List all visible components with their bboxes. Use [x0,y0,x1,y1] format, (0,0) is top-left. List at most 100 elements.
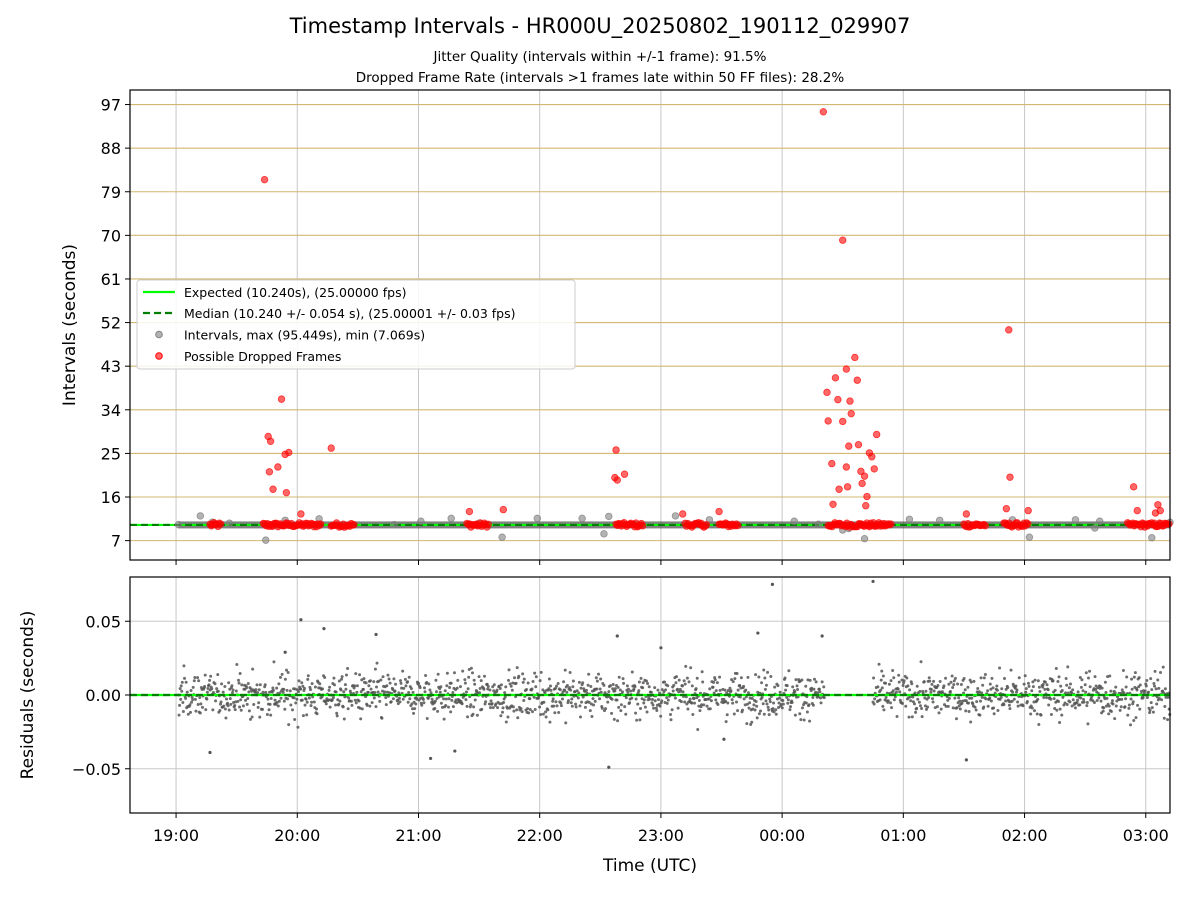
residual-point [406,680,410,684]
residual-point [950,674,954,678]
residual-point [260,707,264,711]
residual-point [532,695,536,699]
residual-point [386,673,390,677]
residual-point [995,688,999,692]
residual-point [613,689,617,693]
residual-point [670,708,674,712]
residual-point [350,703,354,707]
residual-point [778,690,782,694]
residual-point [769,675,773,679]
residual-point [1146,690,1150,694]
top-ytick-label-9: 88 [101,139,121,158]
residual-point [619,709,623,713]
residual-point [908,695,912,699]
residual-point [822,685,826,689]
residual-point [277,699,281,703]
residual-point [764,699,768,703]
residual-point [1075,701,1079,705]
residual-point [410,702,414,706]
residual-point [947,696,951,700]
residual-point [931,700,935,704]
residual-point [971,702,975,706]
residual-point [698,709,702,713]
residual-point [208,678,212,682]
residual-point [184,696,188,700]
residual-point [233,708,237,712]
legend-box [136,279,576,370]
residual-point [1086,676,1090,680]
residual-point [357,699,361,703]
residual-point [189,688,193,692]
residual-point [912,702,916,706]
residual-point [429,691,433,695]
residual-point [936,683,940,687]
residual-point [361,687,365,691]
residual-point [896,687,900,691]
residual-point [451,691,455,694]
residual-point [320,687,324,691]
residual-point [908,688,912,692]
residual-point [349,699,353,703]
residual-point [1031,685,1035,689]
residual-point [607,690,611,694]
residual-point [460,702,464,706]
residual-point [394,682,398,686]
residual-point [786,701,790,705]
residual-point [191,685,195,689]
residual-point [488,706,492,710]
residual-point [960,701,964,705]
dropped-frame-point [327,444,335,452]
residual-point [1079,696,1083,700]
residual-point [218,709,222,713]
residual-outlier-point [659,646,663,650]
residual-point [578,704,582,708]
residual-point [422,701,426,705]
residual-point [381,675,385,679]
residual-point [1122,691,1126,695]
residual-point [904,704,908,708]
legend-intervals-label: Intervals, max (95.449s), min (7.069s) [184,328,425,343]
residual-point [238,705,242,709]
residual-point [1108,674,1112,678]
residual-point [484,700,488,704]
interval-point [935,516,944,524]
residual-point [731,701,735,705]
residual-point [1078,703,1082,707]
residual-point [969,680,973,684]
residual-point [1046,688,1050,692]
residual-point [818,690,822,694]
residual-point [1092,701,1096,705]
residual-point [880,686,884,690]
residual-point [890,706,894,710]
residual-point [992,712,996,716]
residual-point [766,670,770,674]
residual-point [646,682,650,686]
residual-point [301,684,305,688]
residual-point [654,706,658,710]
residual-point [946,704,950,708]
residual-point [286,697,290,701]
residual-point [583,705,587,709]
dropped-frame-point [316,520,325,528]
residual-point [199,702,203,706]
residual-point [328,705,332,709]
dropped-frame-point [839,417,847,426]
residual-point [772,701,776,705]
residual-point [542,700,546,704]
interval-point [814,520,823,528]
residual-point [955,706,959,710]
top-ytick-label-0: 7 [111,532,121,551]
residual-point [401,697,405,701]
residual-point [237,681,241,685]
residual-point [503,695,507,699]
residual-point [469,703,473,707]
residual-point [531,679,535,683]
residual-point [705,704,709,708]
residual-point [1132,675,1136,679]
residual-point [269,713,273,717]
residual-point [642,698,646,702]
residual-point [464,698,468,702]
residual-point [725,691,729,695]
residual-point [185,690,189,694]
residual-point [1145,695,1149,699]
